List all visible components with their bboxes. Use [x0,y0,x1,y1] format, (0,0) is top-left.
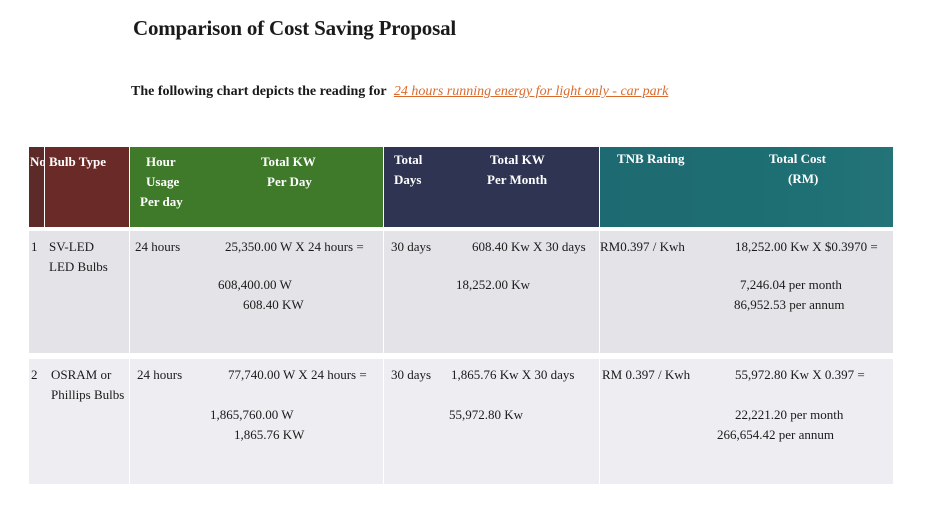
header-total-days-line2: Days [394,172,422,187]
header-total-kw-day-line1: Total KW [261,154,316,169]
table-row: 2 OSRAM or Phillips Bulbs 24 hours 77,74… [29,359,893,484]
subtitle-lead: The following chart depicts the reading … [131,84,387,99]
kw-day-formula: 77,740.00 W X 24 hours = [228,367,367,382]
column-divider [599,359,600,484]
header-hour-usage-line3: Per day [140,194,183,209]
kw-month-formula: 1,865.76 Kw X 30 days [451,367,575,382]
hour-usage: 24 hours [135,239,181,254]
kw-month-formula: 608.40 Kw X 30 days [472,239,586,254]
kw-day-watts: 608,400.00 W [218,277,292,292]
row-number: 1 [31,239,38,254]
cost-formula: 55,972.80 Kw X 0.397 = [735,367,865,382]
header-bulb-type-label: Bulb Type [49,154,106,169]
total-days: 30 days [391,367,432,382]
bulb-type-line2: LED Bulbs [49,259,108,274]
header-no-label: No [30,154,46,169]
cost-per-month: 7,246.04 per month [740,277,842,292]
kw-day-kw: 1,865.76 KW [234,427,305,442]
bulb-type-line1: OSRAM or [51,367,112,382]
header-tnb-rating: TNB Rating [617,151,685,166]
bulb-type-line1: SV-LED [49,239,95,254]
header-total-cost-line2: (RM) [788,171,819,186]
subtitle: The following chart depicts the reading … [131,84,668,100]
column-divider [129,359,130,484]
total-days: 30 days [391,239,432,254]
header-total-days-line1: Total [394,152,423,167]
column-divider [383,231,384,353]
bulb-type-line2: Phillips Bulbs [51,387,125,402]
cost-per-month: 22,221.20 per month [735,407,844,422]
column-divider [383,359,384,484]
tnb-rating: RM0.397 / Kwh [600,239,685,254]
header-bulb-type: Bulb Type [45,147,129,227]
kw-day-kw: 608.40 KW [243,297,304,312]
kw-day-formula: 25,350.00 W X 24 hours = [225,239,364,254]
kw-month-result: 55,972.80 Kw [449,407,524,422]
cost-per-annum: 86,952.53 per annum [734,297,845,312]
page-title: Comparison of Cost Saving Proposal [133,16,457,40]
tnb-rating: RM 0.397 / Kwh [602,367,691,382]
header-hour-usage-line2: Usage [146,174,180,189]
comparison-table: No Bulb Type Hour Usage Per day Total KW… [29,147,893,484]
header-navy-group: Total Days Total KW Per Month [384,147,599,227]
kw-month-result: 18,252.00 Kw [456,277,531,292]
header-total-cost-line1: Total Cost [769,151,826,166]
column-divider [129,231,130,353]
header-hour-usage-line1: Hour [146,154,176,169]
column-divider [599,231,600,353]
hour-usage: 24 hours [137,367,183,382]
cost-formula: 18,252.00 Kw X $0.3970 = [735,239,878,254]
header-no: No [29,147,46,227]
header-total-kw-day-line2: Per Day [267,174,312,189]
row-number: 2 [31,367,38,382]
table-row: 1 SV-LED LED Bulbs 24 hours 25,350.00 W … [29,231,893,353]
header-total-kw-month-line1: Total KW [490,152,545,167]
header-green-group: Hour Usage Per day Total KW Per Day [130,147,383,227]
subtitle-highlight: 24 hours running energy for light only -… [393,84,669,99]
cost-per-annum: 266,654.42 per annum [717,427,834,442]
header-teal-group: TNB Rating Total Cost (RM) [600,147,893,227]
header-total-kw-month-line2: Per Month [487,172,548,187]
kw-day-watts: 1,865,760.00 W [210,407,294,422]
